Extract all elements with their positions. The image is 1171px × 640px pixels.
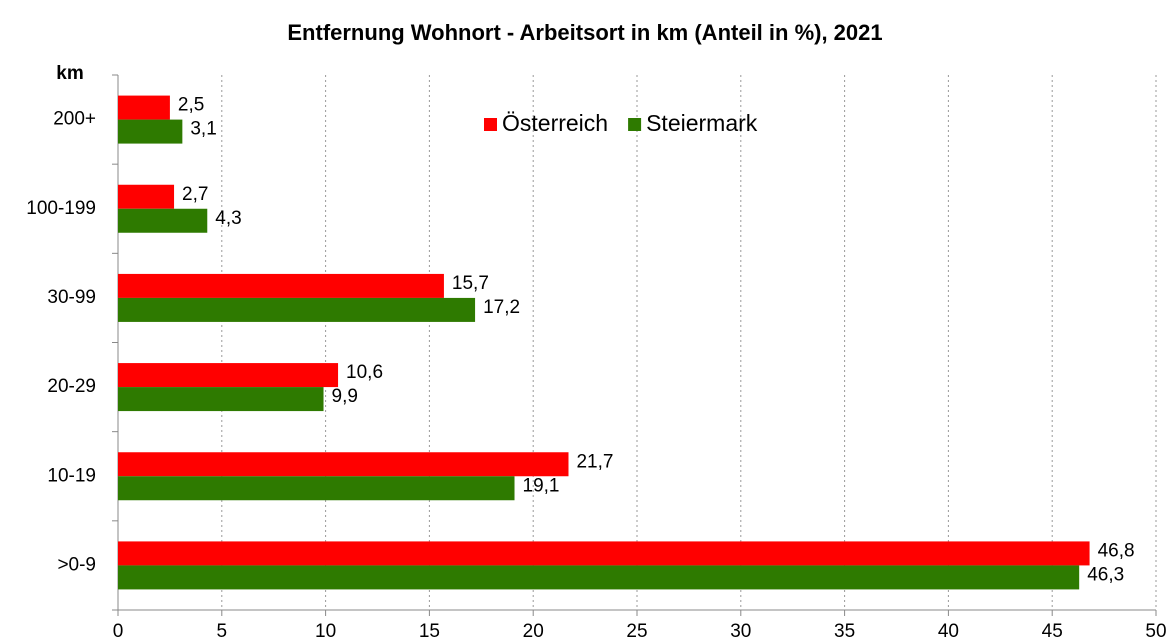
bar — [118, 273, 444, 298]
y-tick-label: 200+ — [53, 109, 96, 130]
data-label: 19,1 — [523, 475, 560, 496]
bar — [118, 208, 208, 233]
bar — [118, 95, 170, 120]
x-tick-label: 40 — [938, 621, 959, 640]
bar — [118, 184, 175, 209]
y-tick-label: 30-99 — [47, 287, 96, 308]
y-tick-label: >0-9 — [57, 554, 96, 575]
legend-swatch — [628, 118, 642, 131]
data-label: 2,5 — [178, 95, 204, 116]
x-tick-label: 0 — [113, 621, 124, 640]
x-tick-label: 15 — [419, 621, 440, 640]
x-tick-label: 45 — [1042, 621, 1063, 640]
legend-label: Österreich — [502, 110, 608, 136]
bar — [118, 452, 569, 477]
bar — [118, 119, 183, 144]
data-label: 17,2 — [483, 297, 520, 318]
x-tick-label: 50 — [1145, 621, 1166, 640]
data-label: 9,9 — [332, 386, 358, 407]
data-label: 4,3 — [215, 208, 241, 229]
y-tick-label: 10-19 — [47, 465, 96, 486]
data-label: 2,7 — [182, 184, 208, 205]
bar — [118, 565, 1080, 590]
data-label: 15,7 — [452, 273, 489, 294]
bar — [118, 476, 515, 501]
chart-title: Entfernung Wohnort - Arbeitsort in km (A… — [287, 20, 882, 45]
x-tick-label: 35 — [834, 621, 855, 640]
bar — [118, 541, 1090, 566]
data-label: 46,8 — [1098, 540, 1135, 561]
x-tick-label: 10 — [315, 621, 336, 640]
x-tick-label: 5 — [217, 621, 228, 640]
data-label: 3,1 — [190, 119, 216, 140]
legend-swatch — [484, 118, 497, 131]
y-axis-label: km — [56, 63, 83, 84]
x-tick-label: 30 — [730, 621, 751, 640]
y-tick-label: 20-29 — [47, 376, 96, 397]
bar — [118, 363, 339, 388]
x-tick-label: 25 — [626, 621, 647, 640]
data-label: 21,7 — [576, 451, 613, 472]
legend-label: Steiermark — [646, 110, 758, 136]
y-tick-label: 100-199 — [26, 198, 96, 219]
bar — [118, 297, 476, 322]
data-label: 46,3 — [1087, 564, 1124, 585]
data-label: 10,6 — [346, 362, 383, 383]
x-tick-label: 20 — [523, 621, 544, 640]
bar — [118, 387, 324, 412]
